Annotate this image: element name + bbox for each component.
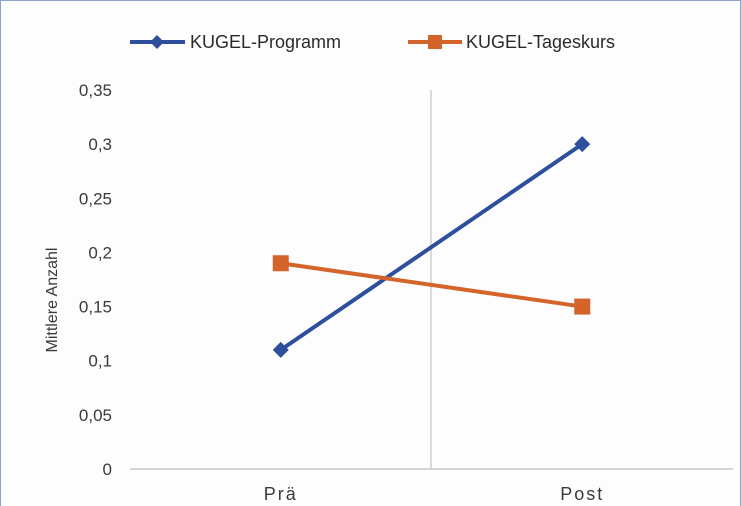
data-point: [272, 341, 289, 358]
series-line-0: [278, 142, 585, 352]
data-point: [574, 298, 591, 315]
legend-marker-0: [150, 35, 164, 49]
legend: KUGEL-Programm KUGEL-Tageskurs: [130, 32, 615, 52]
series-line-1: [278, 261, 585, 309]
y-axis-ticks: 0 0,05 0,1 0,15 0,2 0,25 0,3 0,35: [79, 81, 112, 479]
legend-item-1: KUGEL-Tageskurs: [408, 32, 615, 52]
legend-marker-1: [428, 35, 442, 49]
y-tick-label: 0,25: [79, 189, 112, 208]
y-tick-label: 0,15: [79, 298, 112, 317]
y-tick-label: 0,2: [88, 243, 112, 262]
data-point: [574, 136, 591, 153]
x-category-label: Post: [560, 484, 604, 504]
y-tick-label: 0,05: [79, 406, 112, 425]
data-point: [272, 255, 289, 272]
y-tick-label: 0,35: [79, 81, 112, 100]
y-tick-label: 0: [103, 460, 112, 479]
y-axis-title: Mittlere Anzahl: [44, 248, 61, 353]
y-tick-label: 0,3: [88, 135, 112, 154]
x-axis-categories: Prä Post: [264, 484, 604, 504]
y-tick-label: 0,1: [88, 352, 112, 371]
legend-item-0: KUGEL-Programm: [130, 32, 341, 52]
x-category-label: Prä: [264, 484, 298, 504]
series-group: [272, 136, 591, 358]
legend-label-1: KUGEL-Tageskurs: [466, 32, 615, 52]
legend-label-0: KUGEL-Programm: [190, 32, 341, 52]
